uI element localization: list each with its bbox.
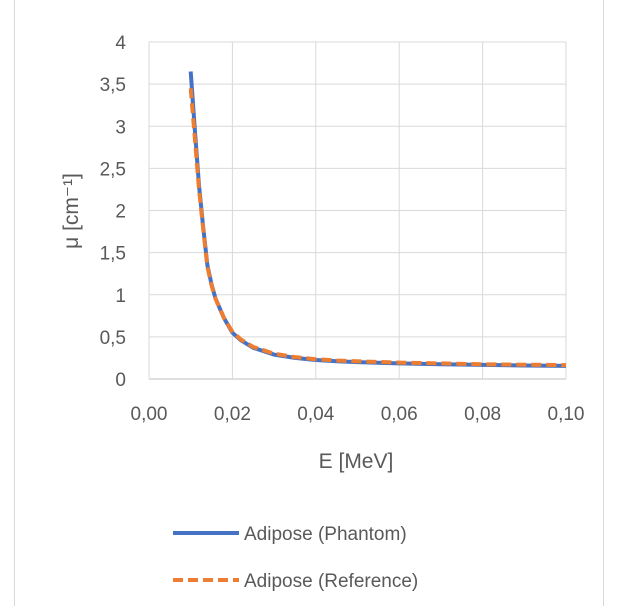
y-tick-label: 3 [115, 117, 126, 138]
x-axis-label: E [MeV] [319, 450, 394, 473]
y-axis-label: μ [cm⁻¹] [60, 173, 83, 249]
chart-area [14, 0, 604, 606]
legend-label-phantom: Adipose (Phantom) [244, 524, 407, 545]
series-line-1 [188, 88, 567, 368]
y-tick-label: 1 [115, 286, 126, 307]
y-tick-label: 1,5 [100, 244, 126, 265]
y-tick-label: 4 [115, 33, 126, 54]
y-tick-label: 2,5 [100, 159, 126, 180]
x-tick-label: 0,06 [381, 404, 418, 425]
x-tick-labels: 0,00 0,02 0,04 0,06 0,08 0,10 [131, 404, 585, 425]
series-line-0 [188, 71, 567, 368]
y-tick-labels: 0 0,5 1 1,5 2 2,5 3 3,5 4 [100, 33, 127, 391]
y-tick-label: 3,5 [100, 75, 126, 96]
plot-series [188, 71, 567, 368]
x-tick-label: 0,02 [214, 404, 251, 425]
x-tick-label: 0,00 [131, 404, 168, 425]
grid-lines [148, 41, 567, 380]
y-tick-label: 0,5 [100, 328, 126, 349]
y-tick-label: 2 [115, 202, 126, 223]
legend-label-reference: Adipose (Reference) [244, 571, 418, 592]
x-tick-label: 0,04 [297, 404, 334, 425]
x-tick-label: 0,10 [548, 404, 585, 425]
y-tick-label: 0 [115, 370, 126, 391]
x-tick-label: 0,08 [464, 404, 501, 425]
legend: Adipose (Phantom) Adipose (Reference) [173, 524, 418, 592]
